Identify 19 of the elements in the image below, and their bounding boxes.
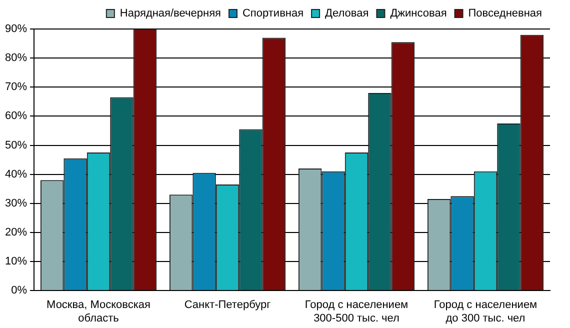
y-tick-label: 80% bbox=[4, 52, 28, 64]
y-tick-label: 50% bbox=[4, 139, 28, 152]
y-tick-label: 20% bbox=[4, 226, 28, 238]
y-tick-label: 30% bbox=[4, 197, 28, 210]
legend-label: Деловая bbox=[325, 8, 369, 20]
y-tick-label: 90% bbox=[4, 23, 28, 36]
y-tick-label: 10% bbox=[4, 256, 28, 268]
y-tick-label: 0% bbox=[11, 284, 28, 297]
y-tick-label: 60% bbox=[4, 110, 28, 122]
y-tick-label: 40% bbox=[4, 168, 28, 180]
legend-label: Повседневная bbox=[468, 8, 542, 20]
legend-label: Джинсовая bbox=[390, 8, 447, 20]
y-tick-label: 70% bbox=[4, 81, 28, 94]
x-tick-label: Город с населением до 300 тыс. чел bbox=[434, 299, 538, 324]
x-tick-label: Москва, Московская область bbox=[46, 299, 151, 324]
x-tick-label: Санкт-Петербург bbox=[184, 299, 271, 312]
legend-label: Спортивная bbox=[242, 8, 304, 20]
x-tick-label: Город с населением 300-500 тыс. чел bbox=[304, 299, 408, 324]
legend-label: Нарядная/вечерняя bbox=[120, 8, 222, 20]
